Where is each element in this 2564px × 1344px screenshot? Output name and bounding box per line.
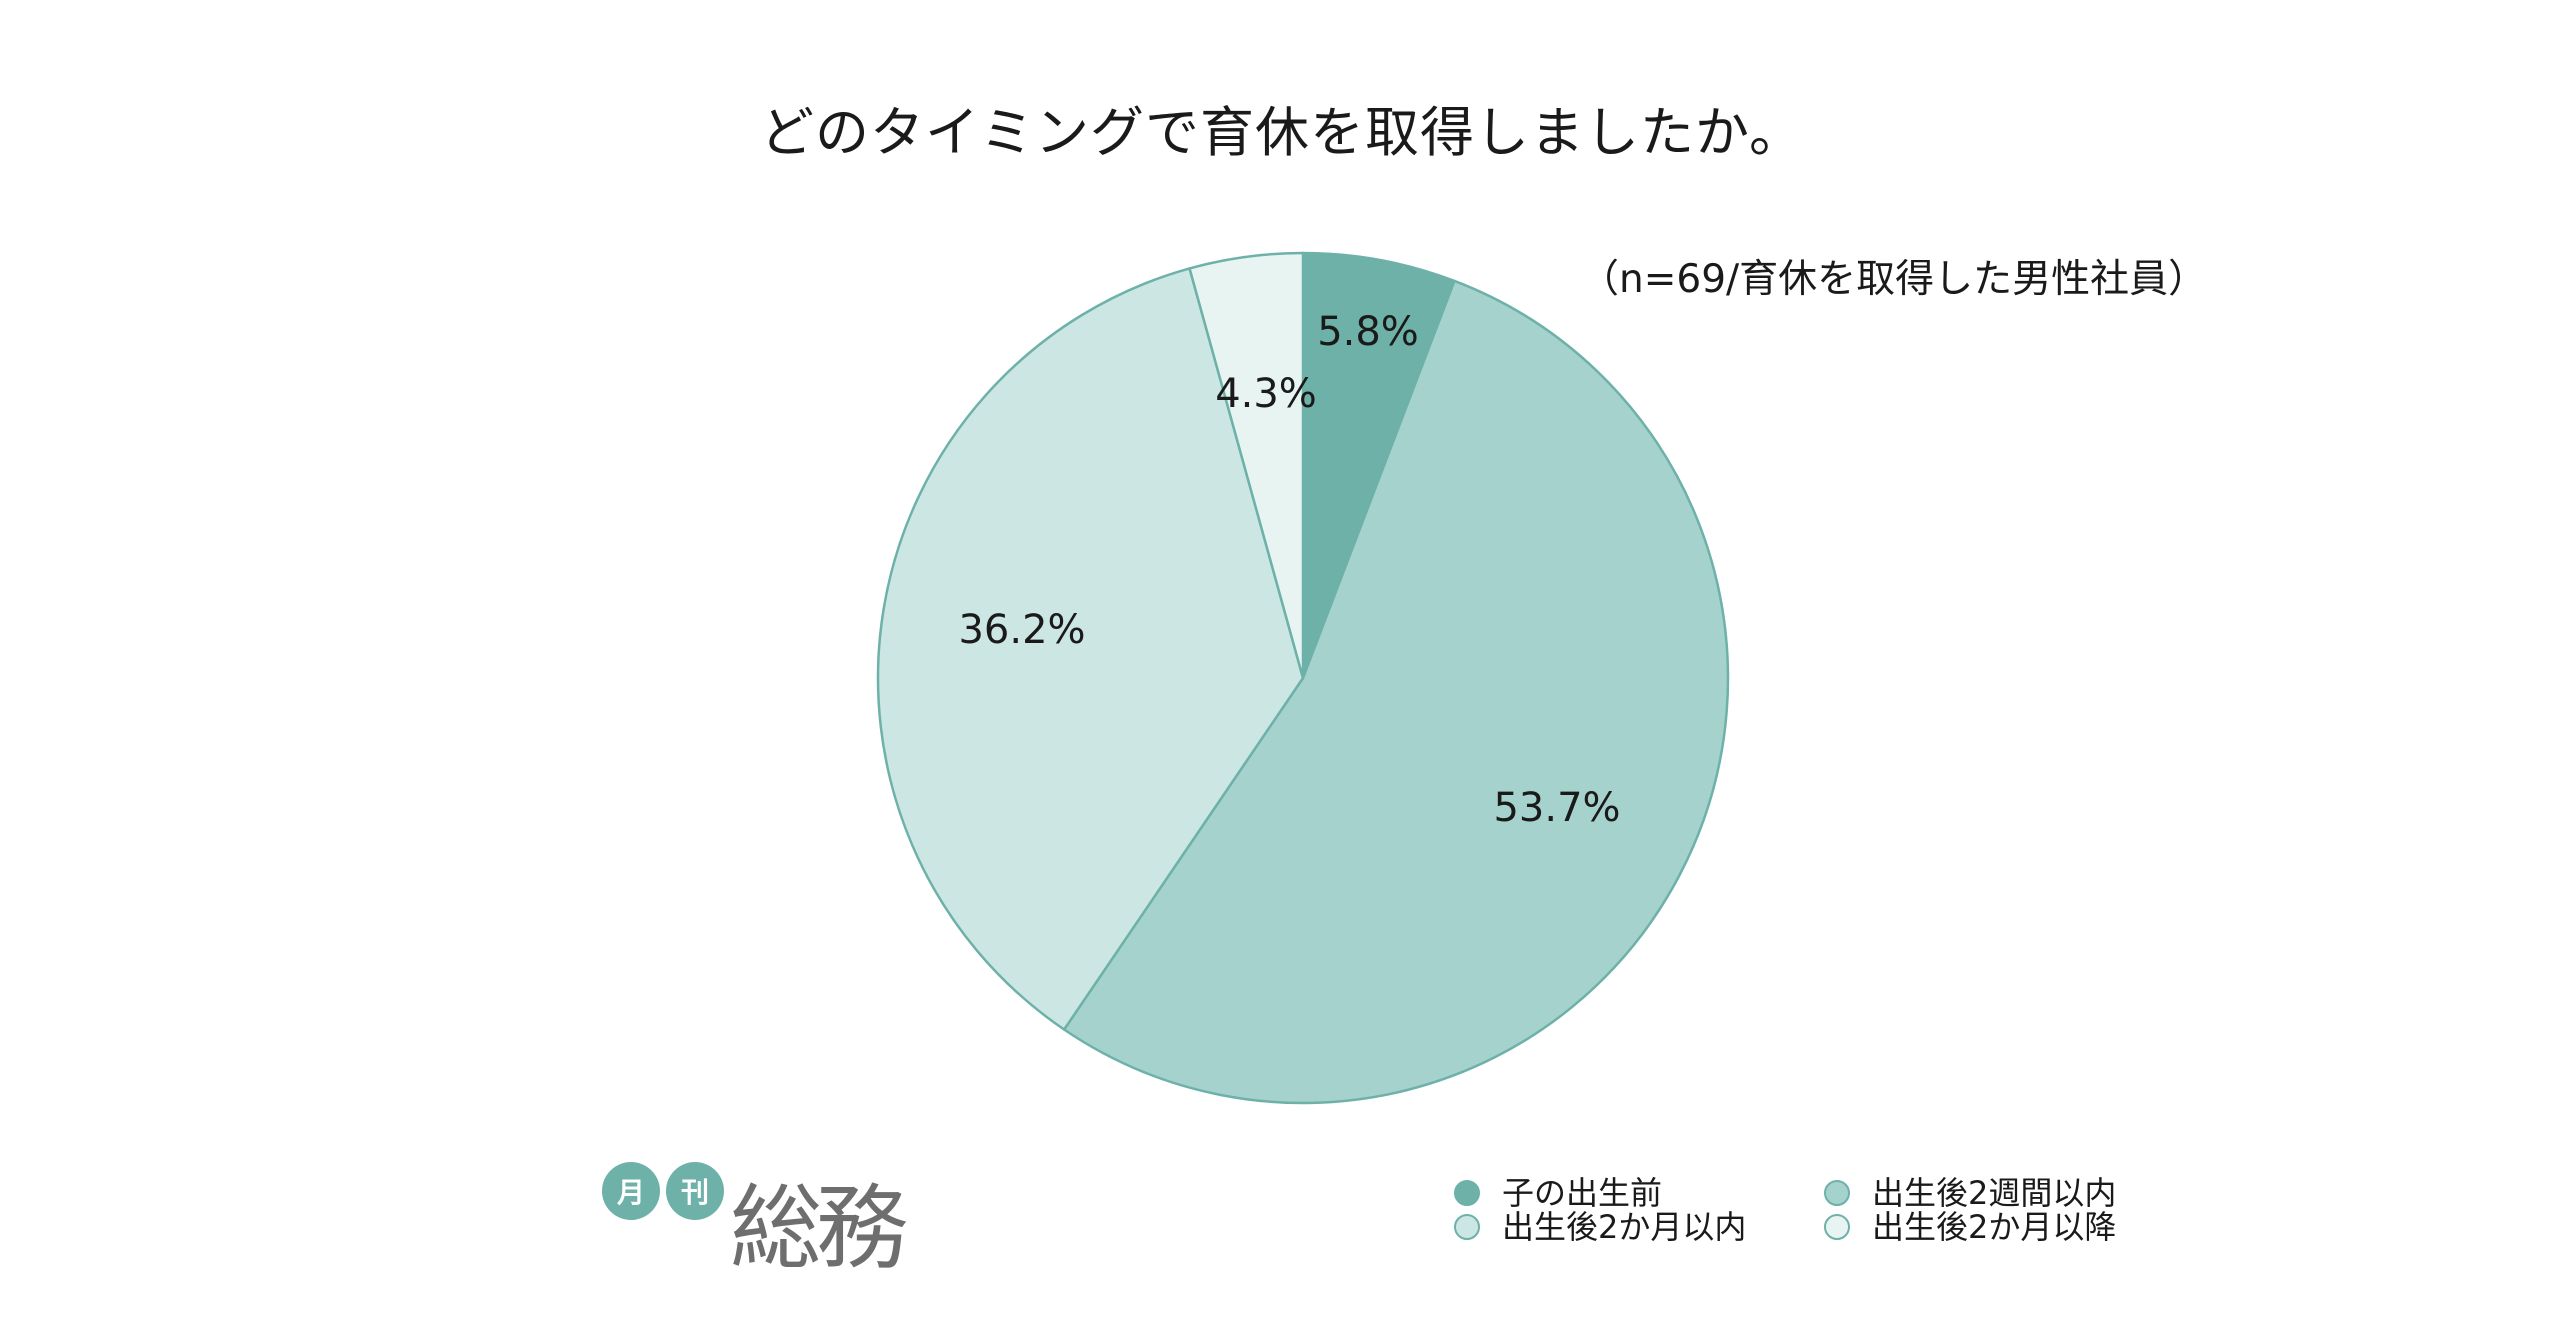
legend-item: 子の出生前 [1454,1176,1662,1210]
chart-title: どのタイミングで育休を取得しましたか。 [760,101,1804,164]
legend-item: 出生後2週間以内 [1824,1176,2116,1210]
legend-label: 子の出生前 [1502,1174,1663,1212]
legend-swatch [1824,1214,1850,1240]
logo-wordmark: 総務 [730,1175,908,1282]
slice-data-label: 36.2% [958,607,1085,653]
pie-slice [876,267,1305,1031]
logo-badge-month: 月 [602,1162,660,1220]
slice-data-label: 4.3% [1215,371,1317,417]
legend-label: 出生後2か月以内 [1502,1208,1747,1246]
legend-item: 出生後2か月以内 [1454,1210,1746,1244]
logo-badge-publication: 刊 [666,1162,724,1220]
legend-swatch [1454,1180,1480,1206]
legend-swatch [1824,1180,1850,1206]
legend-label: 出生後2週間以内 [1872,1174,2117,1212]
slice-data-label: 5.8% [1317,309,1419,355]
legend-item: 出生後2か月以降 [1824,1210,2116,1244]
pie-slice [1301,251,1456,680]
pie-slice [1062,279,1730,1105]
legend: 子の出生前 出生後2週間以内 出生後2か月以内 出生後2か月以降 [1454,1176,2154,1256]
pie-slice [1188,251,1305,680]
legend-swatch [1454,1214,1480,1240]
sample-note: （n=69/育休を取得した男性社員） [1580,257,2208,302]
legend-label: 出生後2か月以降 [1872,1208,2117,1246]
logo: 月 刊 総務 [602,1160,922,1282]
slice-data-label: 53.7% [1493,785,1620,831]
